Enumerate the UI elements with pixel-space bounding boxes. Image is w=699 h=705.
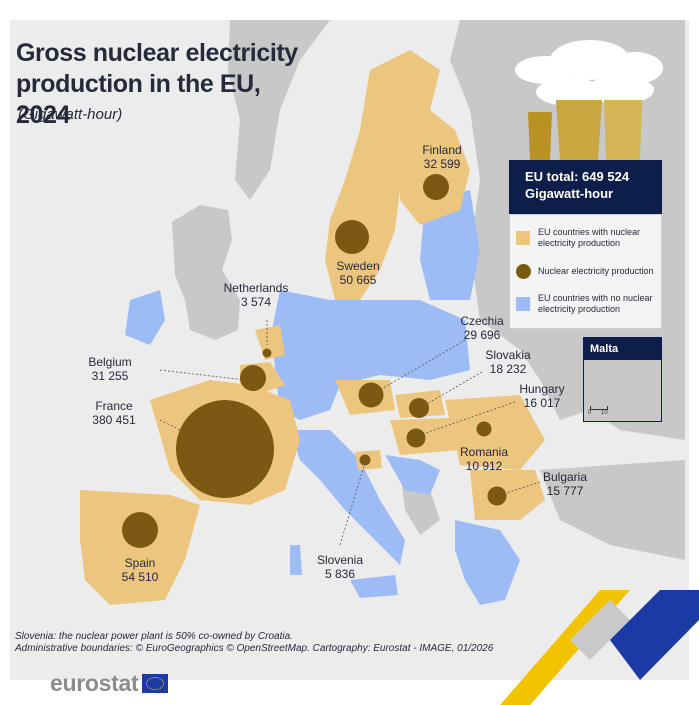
label-spain: Spain 54 510 bbox=[110, 556, 170, 584]
legend-swatch-beige bbox=[516, 231, 530, 245]
norway bbox=[228, 20, 330, 200]
page-title: Gross nuclear electricity production in … bbox=[16, 39, 298, 129]
brand-name: eurostat bbox=[50, 670, 139, 696]
bubble-romania bbox=[476, 421, 492, 437]
greece bbox=[455, 520, 520, 605]
croatia bbox=[385, 455, 440, 495]
legend-item-with-nuclear: EU countries with nuclear electricity pr… bbox=[516, 227, 661, 249]
legend-item-no-nuclear: EU countries with no nuclear electricity… bbox=[516, 293, 661, 315]
finland bbox=[400, 110, 470, 225]
country-name: Hungary bbox=[519, 382, 565, 396]
sardinia bbox=[290, 545, 302, 575]
label-france: France 380 451 bbox=[84, 399, 144, 427]
bubble-sweden bbox=[335, 220, 369, 254]
bubble-layer bbox=[122, 174, 507, 548]
label-sweden: Sweden 50 665 bbox=[328, 259, 388, 287]
legend-label: EU countries with nuclear electricity pr… bbox=[538, 227, 641, 248]
country-name: Spain bbox=[124, 556, 156, 570]
bubble-slovakia bbox=[409, 398, 429, 418]
country-value: 54 510 bbox=[121, 570, 159, 584]
country-value: 3 574 bbox=[240, 295, 272, 309]
country-name: France bbox=[95, 399, 133, 413]
page-subtitle: (Gigawatt-hour) bbox=[18, 106, 123, 123]
country-value: 380 451 bbox=[92, 413, 136, 427]
cooling-towers-icon bbox=[515, 40, 663, 160]
legend-label: Nuclear electricity production bbox=[538, 266, 654, 276]
country-name: Romania bbox=[459, 445, 509, 459]
eurostat-logo: eurostat bbox=[50, 670, 169, 697]
legend-swatch-blue bbox=[516, 297, 530, 311]
bubble-hungary bbox=[406, 428, 426, 448]
label-finland: Finland 32 599 bbox=[412, 143, 472, 171]
footnote-line-2: Administrative boundaries: © EuroGeograp… bbox=[15, 643, 494, 654]
sicily bbox=[350, 575, 398, 598]
scale-label-start: 0 bbox=[588, 410, 592, 416]
legend-item-bubble: Nuclear electricity production bbox=[516, 264, 654, 279]
ireland bbox=[125, 290, 165, 345]
label-czechia: Czechia 29 696 bbox=[452, 314, 512, 342]
netherlands bbox=[255, 325, 285, 360]
malta-inset: Malta 0 10 bbox=[583, 337, 662, 422]
turkey bbox=[540, 460, 685, 560]
country-name: Slovakia bbox=[485, 348, 531, 362]
country-value: 15 777 bbox=[546, 484, 584, 498]
country-value: 5 836 bbox=[324, 567, 356, 581]
country-value: 10 912 bbox=[465, 459, 503, 473]
label-slovenia: Slovenia 5 836 bbox=[310, 553, 370, 581]
central-europe-no-nuclear bbox=[272, 290, 470, 420]
eu-flag-icon bbox=[142, 674, 169, 693]
country-name: Slovenia bbox=[316, 553, 364, 567]
legend-label: EU countries with no nuclear electricity… bbox=[538, 293, 653, 314]
country-name: Sweden bbox=[336, 259, 380, 273]
bubble-bulgaria bbox=[487, 486, 507, 506]
malta-inset-title: Malta bbox=[584, 338, 661, 360]
romania bbox=[445, 395, 545, 470]
label-bulgaria: Bulgaria 15 777 bbox=[535, 470, 595, 498]
label-slovakia: Slovakia 18 232 bbox=[478, 348, 538, 376]
eu-total-unit: Gigawatt-hour bbox=[525, 186, 614, 201]
country-value: 50 665 bbox=[339, 273, 377, 287]
bubble-slovenia bbox=[359, 454, 371, 466]
leader-lines bbox=[159, 320, 541, 546]
label-hungary: Hungary 16 017 bbox=[512, 382, 572, 410]
legend-bubble-icon bbox=[516, 264, 531, 279]
label-romania: Romania 10 912 bbox=[454, 445, 514, 473]
country-name: Czechia bbox=[460, 314, 504, 328]
scale-bar bbox=[590, 406, 608, 410]
bubble-czechia bbox=[358, 382, 384, 408]
bubble-belgium bbox=[240, 365, 266, 391]
country-name: Belgium bbox=[88, 355, 132, 369]
united-kingdom bbox=[172, 205, 240, 340]
label-netherlands: Netherlands 3 574 bbox=[216, 281, 296, 309]
country-name: Netherlands bbox=[223, 281, 289, 295]
country-value: 29 696 bbox=[463, 328, 501, 342]
country-name: Finland bbox=[422, 143, 462, 157]
bubble-spain bbox=[122, 512, 158, 548]
legend: EU countries with nuclear electricity pr… bbox=[509, 214, 662, 329]
country-value: 16 017 bbox=[523, 396, 561, 410]
label-belgium: Belgium 31 255 bbox=[80, 355, 140, 383]
country-value: 18 232 bbox=[489, 362, 527, 376]
footnote: Slovenia: the nuclear power plant is 50%… bbox=[15, 631, 493, 655]
country-name: Bulgaria bbox=[542, 470, 588, 484]
eu-total-box: EU total: 649 524 Gigawatt-hour bbox=[509, 160, 662, 214]
scale-label-end: 10 bbox=[601, 410, 608, 416]
footnote-line-1: Slovenia: the nuclear power plant is 50%… bbox=[15, 631, 293, 642]
bubble-netherlands bbox=[262, 348, 272, 358]
luxembourg bbox=[295, 370, 305, 395]
italy bbox=[290, 430, 405, 565]
bubble-france bbox=[176, 400, 274, 498]
bulgaria bbox=[470, 470, 545, 520]
country-value: 31 255 bbox=[91, 369, 129, 383]
bubble-finland bbox=[423, 174, 449, 200]
eu-total-value: EU total: 649 524 bbox=[525, 169, 630, 184]
decorative-ribbon bbox=[500, 590, 699, 705]
country-value: 32 599 bbox=[423, 157, 461, 171]
